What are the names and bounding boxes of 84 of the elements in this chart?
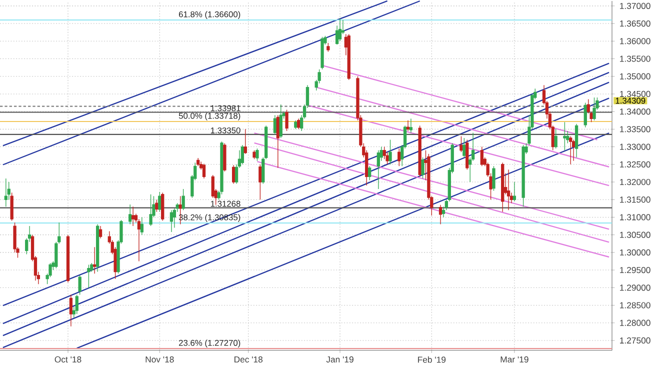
- candlestick: [273, 114, 277, 135]
- y-tick-label: 1.28000: [620, 320, 650, 326]
- candlestick: [202, 163, 206, 179]
- candlestick: [506, 169, 510, 211]
- y-tick-label: 1.32000: [620, 178, 650, 186]
- x-tick-label: Nov '18: [146, 356, 174, 363]
- ref-line-label: 1.33981: [210, 105, 240, 112]
- candlestick: [297, 118, 300, 130]
- y-tick-label: 1.30500: [620, 232, 650, 238]
- y-tick-label: 1.33500: [620, 126, 650, 132]
- y-tick-label: 1.30000: [620, 249, 650, 256]
- candlestick: [338, 18, 342, 42]
- candlestick: [182, 188, 185, 211]
- candlestick: [240, 144, 244, 165]
- candlestick: [87, 264, 90, 288]
- candlestick: [492, 166, 496, 192]
- candlestick: [572, 139, 576, 162]
- y-tick-label: 1.34500: [620, 90, 650, 98]
- candlestick: [294, 120, 298, 130]
- candlestick: [258, 164, 262, 200]
- candlestick: [140, 216, 144, 236]
- candlestick: [574, 124, 578, 158]
- candlestick: [512, 182, 516, 202]
- candlestick: [276, 114, 280, 168]
- y-tick-label: 1.33000: [620, 144, 650, 150]
- y-tick-label: 1.34000: [620, 108, 650, 115]
- y-tick-label: 1.36500: [620, 20, 650, 27]
- candlestick: [223, 142, 226, 172]
- y-tick-label: 1.37000: [620, 2, 650, 9]
- candlestick: [93, 246, 96, 274]
- candlestick: [554, 128, 558, 149]
- candlestick: [4, 178, 8, 207]
- candlestick: [406, 120, 410, 132]
- candlestick: [75, 294, 78, 314]
- ref-line-label: 61.8% (1.36600): [178, 11, 240, 19]
- candlestick: [563, 122, 566, 151]
- candlestick: [285, 109, 288, 132]
- y-tick-label: 1.27500: [620, 337, 650, 344]
- candlestick: [69, 294, 73, 327]
- candlestick: [149, 194, 152, 226]
- ref-line-label: 50.0% (1.33718): [178, 112, 240, 120]
- ref-line-label: 1.33350: [210, 127, 240, 134]
- x-tick-label: Feb '19: [418, 356, 446, 363]
- x-tick-label: Jan '19: [326, 356, 354, 363]
- candlestick: [522, 144, 525, 207]
- candlestick: [232, 164, 236, 184]
- candlestick: [96, 224, 100, 272]
- candlestick: [421, 157, 424, 179]
- y-tick-label: 1.32500: [620, 161, 650, 168]
- y-tick-label: 1.29000: [620, 284, 650, 291]
- candlestick: [131, 206, 135, 226]
- candlestick: [592, 97, 596, 121]
- y-tick-label: 1.35500: [620, 56, 650, 62]
- candlestick: [462, 138, 466, 158]
- y-tick-label: 1.35000: [620, 73, 650, 80]
- y-tick-label: 1.28500: [620, 302, 650, 308]
- candlestick: [252, 150, 256, 160]
- candlestick: [569, 136, 572, 165]
- x-tick-label: Mar '19: [500, 356, 528, 363]
- candlestick: [244, 128, 247, 154]
- candlestick: [58, 222, 61, 244]
- candlestick: [170, 210, 174, 232]
- y-tick-label: 1.29500: [620, 266, 650, 274]
- y-tick-label: 1.36000: [620, 38, 650, 44]
- y-tick-label: 1.31000: [620, 214, 650, 220]
- candlestick: [128, 204, 132, 225]
- ref-line-label: 1.31268: [210, 200, 240, 207]
- candlestick: [376, 150, 380, 190]
- text: 1.34309: [616, 98, 646, 104]
- candlestick: [438, 204, 442, 225]
- y-tick-label: 1.31500: [620, 196, 650, 203]
- candlestick: [98, 226, 102, 239]
- x-tick-label: Dec '18: [234, 356, 263, 363]
- candlestick: [398, 148, 401, 166]
- candlestick: [326, 42, 330, 52]
- candlestick: [409, 118, 413, 134]
- candlestick: [388, 139, 392, 165]
- candlestick: [256, 148, 259, 162]
- x-tick-label: Oct '18: [54, 356, 82, 363]
- ref-line-label: 23.6% (1.27270): [178, 340, 240, 348]
- candlestick: [368, 166, 372, 181]
- candlestick: [320, 36, 324, 70]
- candlestick: [460, 136, 463, 152]
- candlestick: [155, 199, 158, 212]
